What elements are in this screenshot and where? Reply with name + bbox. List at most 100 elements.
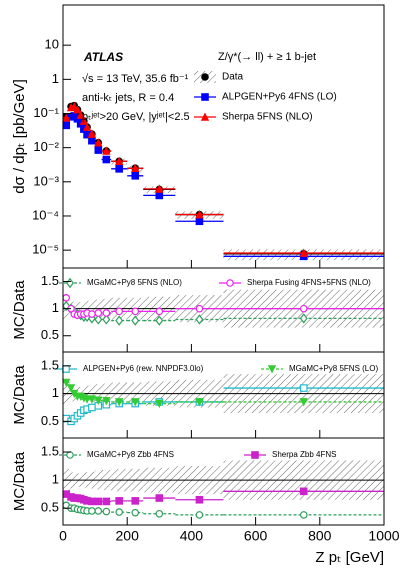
y-tick-label: 1: [52, 472, 59, 487]
data-point: [195, 314, 204, 325]
legend-marker: [226, 279, 234, 287]
legend-marker: [201, 73, 209, 81]
data-point: [88, 497, 96, 506]
data-point: [94, 146, 103, 154]
data-point: [102, 497, 111, 506]
data-point: [115, 307, 123, 316]
legend-marker: [200, 112, 210, 121]
data-point: [131, 508, 140, 517]
data-point: [195, 398, 204, 407]
legend-marker: [251, 451, 259, 459]
y-tick-label: 10⁻²: [33, 139, 59, 154]
y-tick-label: 10⁻¹: [33, 105, 59, 120]
data-point: [299, 511, 308, 519]
legend-label: MGaMC+Py8 5FNS (LO): [289, 364, 378, 373]
data-point: [62, 113, 71, 122]
legend-marker: [62, 365, 70, 373]
x-tick-label: 200: [116, 528, 140, 544]
data-point: [299, 248, 308, 257]
data-point: [88, 507, 96, 515]
data-point: [82, 122, 92, 131]
x-tick-label: 400: [180, 528, 204, 544]
experiment-label: ATLAS: [83, 50, 123, 64]
data-point: [115, 315, 124, 326]
y-tick-label: 1.5: [41, 273, 59, 288]
data-point: [155, 191, 164, 200]
y-tick-label: 1: [52, 385, 59, 400]
y-tick-label: 1: [52, 71, 59, 86]
y-tick-label: 10: [45, 37, 59, 52]
data-point: [94, 138, 103, 147]
data-point: [66, 384, 76, 393]
data-point: [195, 511, 204, 519]
data-point: [62, 378, 71, 388]
data-point: [88, 136, 96, 145]
y-tick-label: 10⁻⁵: [32, 242, 59, 257]
plot-frame: [62, 437, 385, 526]
data-point: [155, 399, 164, 409]
x-tick-label: 800: [308, 528, 332, 544]
data-point: [62, 294, 71, 302]
data-point: [131, 307, 140, 316]
legend-label: Data: [222, 72, 244, 83]
y-axis-title: MC/Data: [11, 365, 28, 425]
data-point: [131, 172, 140, 180]
data-point: [131, 398, 140, 407]
legend-marker: [66, 277, 74, 289]
legend-label: MGaMC+Py8 Zbb 4FNS: [87, 450, 174, 459]
process-label: Z/γ*(→ ll) + ≥ 1 b-jet: [218, 51, 316, 63]
data-point: [94, 314, 103, 325]
data-point: [195, 495, 204, 504]
data-point: [299, 398, 308, 407]
data-point: [115, 497, 123, 505]
legend-marker: [201, 93, 209, 101]
data-point: [87, 395, 97, 404]
data-point: [195, 304, 204, 313]
data-point: [102, 146, 111, 155]
data-point: [70, 101, 79, 111]
y-axis-title: MC/Data: [11, 280, 28, 340]
data-point: [155, 307, 164, 316]
data-point: [87, 129, 97, 138]
x-tick-label: 600: [244, 528, 268, 544]
data-point: [131, 315, 140, 326]
data-point: [155, 315, 164, 326]
legend-label: Sherpa Fusing 4FNS+5FNS (NLO): [247, 278, 371, 287]
plot-frame: [62, 4, 385, 269]
y-tick-label: 1.5: [41, 357, 59, 372]
x-tick-label: 0: [59, 528, 67, 544]
data-point: [155, 494, 164, 502]
legend-marker: [267, 365, 277, 374]
data-point: [131, 497, 140, 505]
data-point: [115, 165, 123, 173]
legend-label: Sherpa Zbb 4FNS: [272, 450, 336, 459]
annotation: pₜʲᵉᵗ>20 GeV, |yʲᵉᵗ|<2.5: [82, 111, 190, 123]
data-point: [94, 396, 103, 405]
data-point: [102, 155, 111, 164]
legend-marker: [66, 451, 74, 459]
annotation: √s = 13 TeV, 35.6 fb⁻¹: [82, 73, 189, 85]
data-point: [195, 217, 204, 226]
data-point: [195, 210, 204, 219]
data-point: [82, 395, 92, 404]
x-axis-title: Z pₜ [GeV]: [315, 549, 384, 566]
data-point: [102, 507, 111, 516]
y-tick-label: 1: [52, 300, 59, 315]
data-point: [88, 403, 96, 412]
data-point: [79, 116, 89, 125]
data-point: [102, 397, 111, 406]
data-point: [115, 156, 124, 166]
y-tick-label: 0.5: [41, 500, 59, 515]
data-point: [155, 509, 164, 518]
y-tick-label: 10⁻⁴: [32, 207, 59, 222]
data-point: [102, 309, 111, 317]
legend-label: Sherpa 5FNS (NLO): [222, 112, 313, 123]
data-point: [94, 497, 103, 506]
data-point: [88, 310, 96, 318]
y-tick-label: 0.5: [41, 327, 59, 342]
data-point: [299, 304, 308, 313]
y-tick-label: 1.5: [41, 443, 59, 458]
data-point: [62, 300, 71, 312]
